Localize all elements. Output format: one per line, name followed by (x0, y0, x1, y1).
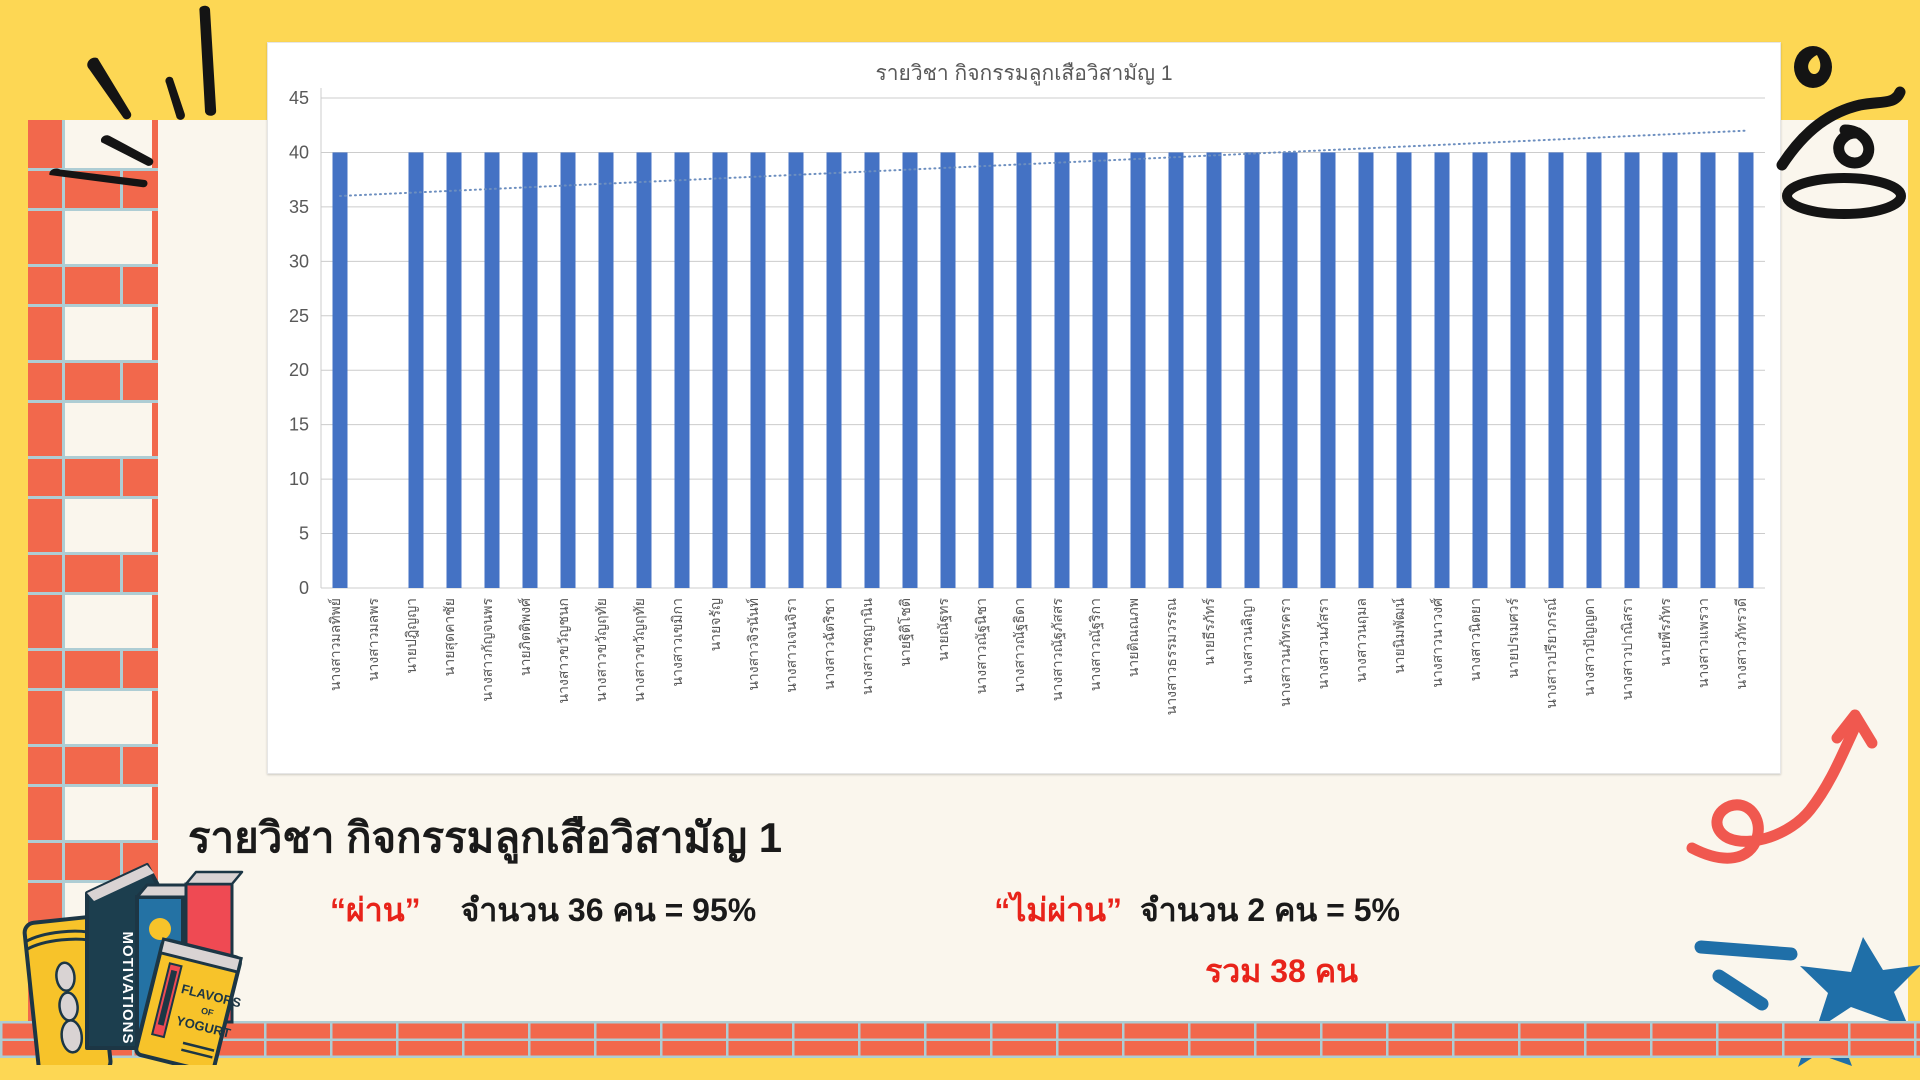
svg-text:นางสาวขวัญชนก: นางสาวขวัญชนก (555, 598, 571, 703)
svg-text:5: 5 (299, 524, 309, 544)
svg-text:นายจรัญ: นายจรัญ (707, 598, 723, 651)
svg-text:นางสาวปรียาภรณ์: นางสาวปรียาภรณ์ (1543, 598, 1559, 709)
svg-text:นางสาวกัญจนพร: นางสาวกัญจนพร (479, 598, 495, 702)
svg-text:นายปฎิญญา: นายปฎิญญา (403, 598, 419, 674)
svg-text:นางสาวนาวงศ์: นางสาวนาวงศ์ (1429, 598, 1445, 688)
svg-text:นางสาวนฤมล: นางสาวนฤมล (1353, 598, 1369, 682)
svg-text:นางสาวปาณิสรา: นางสาวปาณิสรา (1619, 598, 1635, 700)
svg-text:35: 35 (289, 197, 309, 217)
svg-text:นางสาวณัฐภัสสร: นางสาวณัฐภัสสร (1049, 598, 1066, 702)
svg-text:นางสาวเขมิกา: นางสาวเขมิกา (669, 598, 685, 686)
svg-text:25: 25 (289, 306, 309, 326)
svg-text:40: 40 (289, 142, 309, 162)
svg-text:นางสาวธรรมวรรณ: นางสาวธรรมวรรณ (1163, 598, 1179, 715)
svg-text:นายภิตติพงศ์: นายภิตติพงศ์ (517, 598, 533, 676)
svg-text:นางสาวชญานิน: นางสาวชญานิน (859, 598, 875, 695)
svg-text:นางสาวมลทิพย์: นางสาวมลทิพย์ (327, 598, 343, 691)
svg-text:นายณัฐทร: นายณัฐทร (935, 598, 952, 662)
svg-text:นางสาวณัฐนิชา: นางสาวณัฐนิชา (973, 598, 990, 694)
svg-text:นางสาวขวัญฤทัย: นางสาวขวัญฤทัย (593, 598, 609, 702)
svg-text:20: 20 (289, 360, 309, 380)
svg-text:นางสาวจิรนันท์: นางสาวจิรนันท์ (745, 598, 761, 691)
svg-text:นางสาวนิตยา: นางสาวนิตยา (1467, 598, 1483, 681)
svg-text:นางสาวฉัตริชา: นางสาวฉัตริชา (821, 598, 837, 690)
svg-text:10: 10 (289, 469, 309, 489)
svg-text:นายธีรภัทร์: นายธีรภัทร์ (1201, 598, 1217, 666)
svg-text:นางสาวนภัทรครา: นางสาวนภัทรครา (1277, 598, 1293, 707)
svg-text:นางสาวภัทรวดี: นางสาวภัทรวดี (1733, 598, 1749, 689)
svg-text:0: 0 (299, 578, 309, 598)
svg-text:นายพีรภัทร: นายพีรภัทร (1657, 598, 1673, 667)
svg-text:15: 15 (289, 415, 309, 435)
svg-text:MOTIVATIONS: MOTIVATIONS (119, 932, 136, 1045)
svg-text:นายสุดคาชัย: นายสุดคาชัย (441, 598, 458, 676)
svg-text:นางสาวณัฐริกา: นางสาวณัฐริกา (1087, 598, 1104, 691)
svg-text:นายปรเมศวร์: นายปรเมศวร์ (1505, 598, 1521, 679)
svg-text:45: 45 (289, 88, 309, 108)
svg-text:นางสาวมลพร: นางสาวมลพร (365, 598, 381, 682)
svg-text:นางสาวณัฐธิดา: นางสาวณัฐธิดา (1011, 598, 1028, 693)
svg-text:นางสาวแพรวา: นางสาวแพรวา (1695, 598, 1711, 688)
svg-text:นายนิมพัฒน์: นายนิมพัฒน์ (1391, 598, 1407, 674)
svg-text:30: 30 (289, 251, 309, 271)
svg-text:นางสาวนลิญา: นางสาวนลิญา (1239, 598, 1255, 684)
svg-text:นายฐิติโชติ: นายฐิติโชติ (897, 598, 914, 667)
svg-text:นางสาวเจนจิรา: นางสาวเจนจิรา (783, 598, 799, 693)
svg-text:นางสาวนภัสรา: นางสาวนภัสรา (1315, 598, 1331, 689)
svg-text:นางสาวขวัญฤทัย: นางสาวขวัญฤทัย (631, 598, 647, 702)
svg-text:นายติณณภพ: นายติณณภพ (1125, 598, 1141, 677)
svg-text:นางสาวปัญญดา: นางสาวปัญญดา (1581, 598, 1597, 696)
